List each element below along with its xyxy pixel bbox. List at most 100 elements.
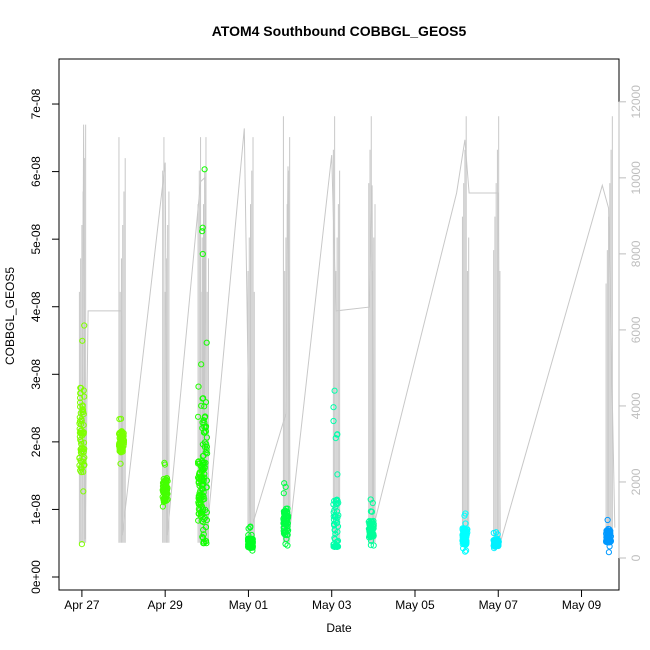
y2-tick-label: 6000 (629, 316, 643, 343)
x-tick-label: May 09 (562, 598, 602, 612)
data-point (203, 434, 210, 441)
data-point (76, 455, 83, 462)
data-point (367, 496, 374, 503)
data-point (195, 383, 202, 390)
data-point (203, 477, 210, 484)
y-tick-label: 6e-08 (29, 156, 43, 187)
data-point (200, 481, 207, 488)
y-tick-label: 2e-08 (29, 426, 43, 457)
data-point (281, 529, 288, 536)
data-point (200, 493, 207, 500)
y2-axis: 0 2000 4000 6000 8000 10000 12000 (618, 85, 643, 561)
data-point (248, 544, 255, 551)
y-tick-label: 7e-08 (29, 88, 43, 119)
y-axis-label: COBBGL_GEOS5 (3, 267, 17, 365)
data-point (245, 536, 252, 544)
data-point (607, 527, 614, 535)
data-point (334, 431, 341, 438)
data-point (200, 395, 207, 402)
data-point (117, 460, 124, 467)
data-point (284, 520, 291, 527)
data-point (331, 527, 338, 534)
data-point (605, 549, 613, 556)
data-point (461, 512, 468, 519)
x-tick-label: May 03 (312, 598, 352, 612)
data-point (163, 497, 170, 504)
data-point (200, 477, 207, 484)
data-point (116, 448, 123, 455)
data-point (163, 476, 170, 483)
altitude-track (78, 116, 616, 543)
x-tick-label: May 07 (479, 598, 519, 612)
data-point (333, 501, 340, 508)
data-point (283, 535, 290, 543)
x-axis-label: Date (326, 621, 352, 635)
data-point (282, 483, 289, 490)
data-point (201, 514, 208, 522)
data-point (365, 525, 372, 533)
chart-title: ATOM4 Southbound COBBGL_GEOS5 (212, 23, 467, 39)
data-points (76, 166, 615, 556)
data-point (201, 465, 208, 472)
data-point (604, 516, 611, 524)
data-point (200, 417, 207, 424)
data-point (606, 534, 613, 541)
x-tick-label: May 01 (229, 598, 269, 612)
data-point (604, 537, 611, 544)
data-point (368, 532, 375, 540)
y2-tick-label: 12000 (629, 85, 643, 119)
x-tick-label: Apr 29 (147, 598, 183, 612)
data-point (464, 526, 471, 533)
data-point (77, 449, 85, 456)
data-point (245, 525, 252, 532)
data-point (280, 520, 287, 527)
data-point (80, 439, 88, 446)
data-point (199, 228, 206, 235)
data-point (603, 527, 611, 534)
data-point (200, 489, 207, 496)
data-point (80, 429, 87, 436)
data-point (332, 435, 339, 442)
data-point (161, 459, 168, 466)
x-tick-label: May 05 (395, 598, 435, 612)
data-point (203, 446, 210, 453)
data-point (80, 488, 87, 495)
data-point (201, 166, 208, 173)
data-point (76, 433, 84, 440)
data-point (603, 534, 610, 541)
data-point (195, 499, 202, 506)
data-point (161, 477, 168, 484)
y-tick-label: 0e+00 (29, 560, 43, 594)
data-point (201, 419, 208, 426)
y2-tick-label: 2000 (629, 468, 643, 495)
altitude-line (81, 124, 616, 543)
data-point (285, 512, 292, 519)
data-point (78, 541, 86, 548)
data-point (202, 399, 210, 406)
data-point (199, 508, 206, 515)
data-point (200, 461, 207, 468)
data-point (367, 542, 374, 549)
data-point (284, 542, 291, 549)
data-point (490, 529, 497, 537)
data-point (199, 224, 206, 231)
data-point (332, 513, 339, 520)
data-point (160, 488, 167, 496)
data-point (163, 493, 170, 501)
data-point (200, 540, 207, 547)
data-point (330, 541, 337, 548)
data-point (281, 480, 288, 487)
data-point (198, 361, 205, 368)
data-point (459, 526, 466, 533)
data-point (200, 515, 207, 523)
data-point (334, 471, 341, 478)
data-point (161, 495, 168, 502)
data-point (117, 415, 125, 422)
y2-tick-label: 0 (629, 554, 643, 561)
data-point (330, 404, 337, 411)
y-axis: 0e+00 1e-08 2e-08 3e-08 4e-08 5e-08 6e-08 7e-08 (29, 88, 60, 594)
data-point (203, 339, 210, 346)
y-tick-label: 3e-08 (29, 359, 43, 390)
data-point (80, 468, 87, 475)
